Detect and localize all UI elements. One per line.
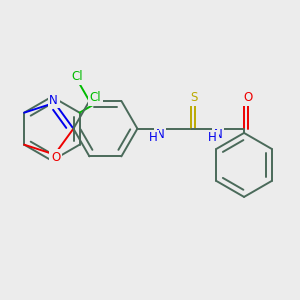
Text: N: N xyxy=(214,128,223,141)
Text: O: O xyxy=(244,91,253,104)
Text: O: O xyxy=(51,151,60,164)
Text: S: S xyxy=(190,91,198,104)
Text: H: H xyxy=(208,131,217,144)
Text: N: N xyxy=(155,128,164,141)
Text: Cl: Cl xyxy=(90,91,101,104)
Text: N: N xyxy=(49,94,58,106)
Text: H: H xyxy=(149,131,158,144)
Text: Cl: Cl xyxy=(72,70,83,83)
